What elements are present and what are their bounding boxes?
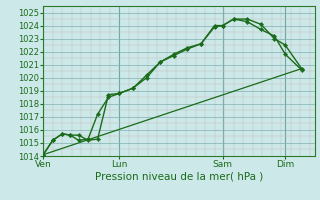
X-axis label: Pression niveau de la mer( hPa ): Pression niveau de la mer( hPa ): [95, 172, 263, 182]
